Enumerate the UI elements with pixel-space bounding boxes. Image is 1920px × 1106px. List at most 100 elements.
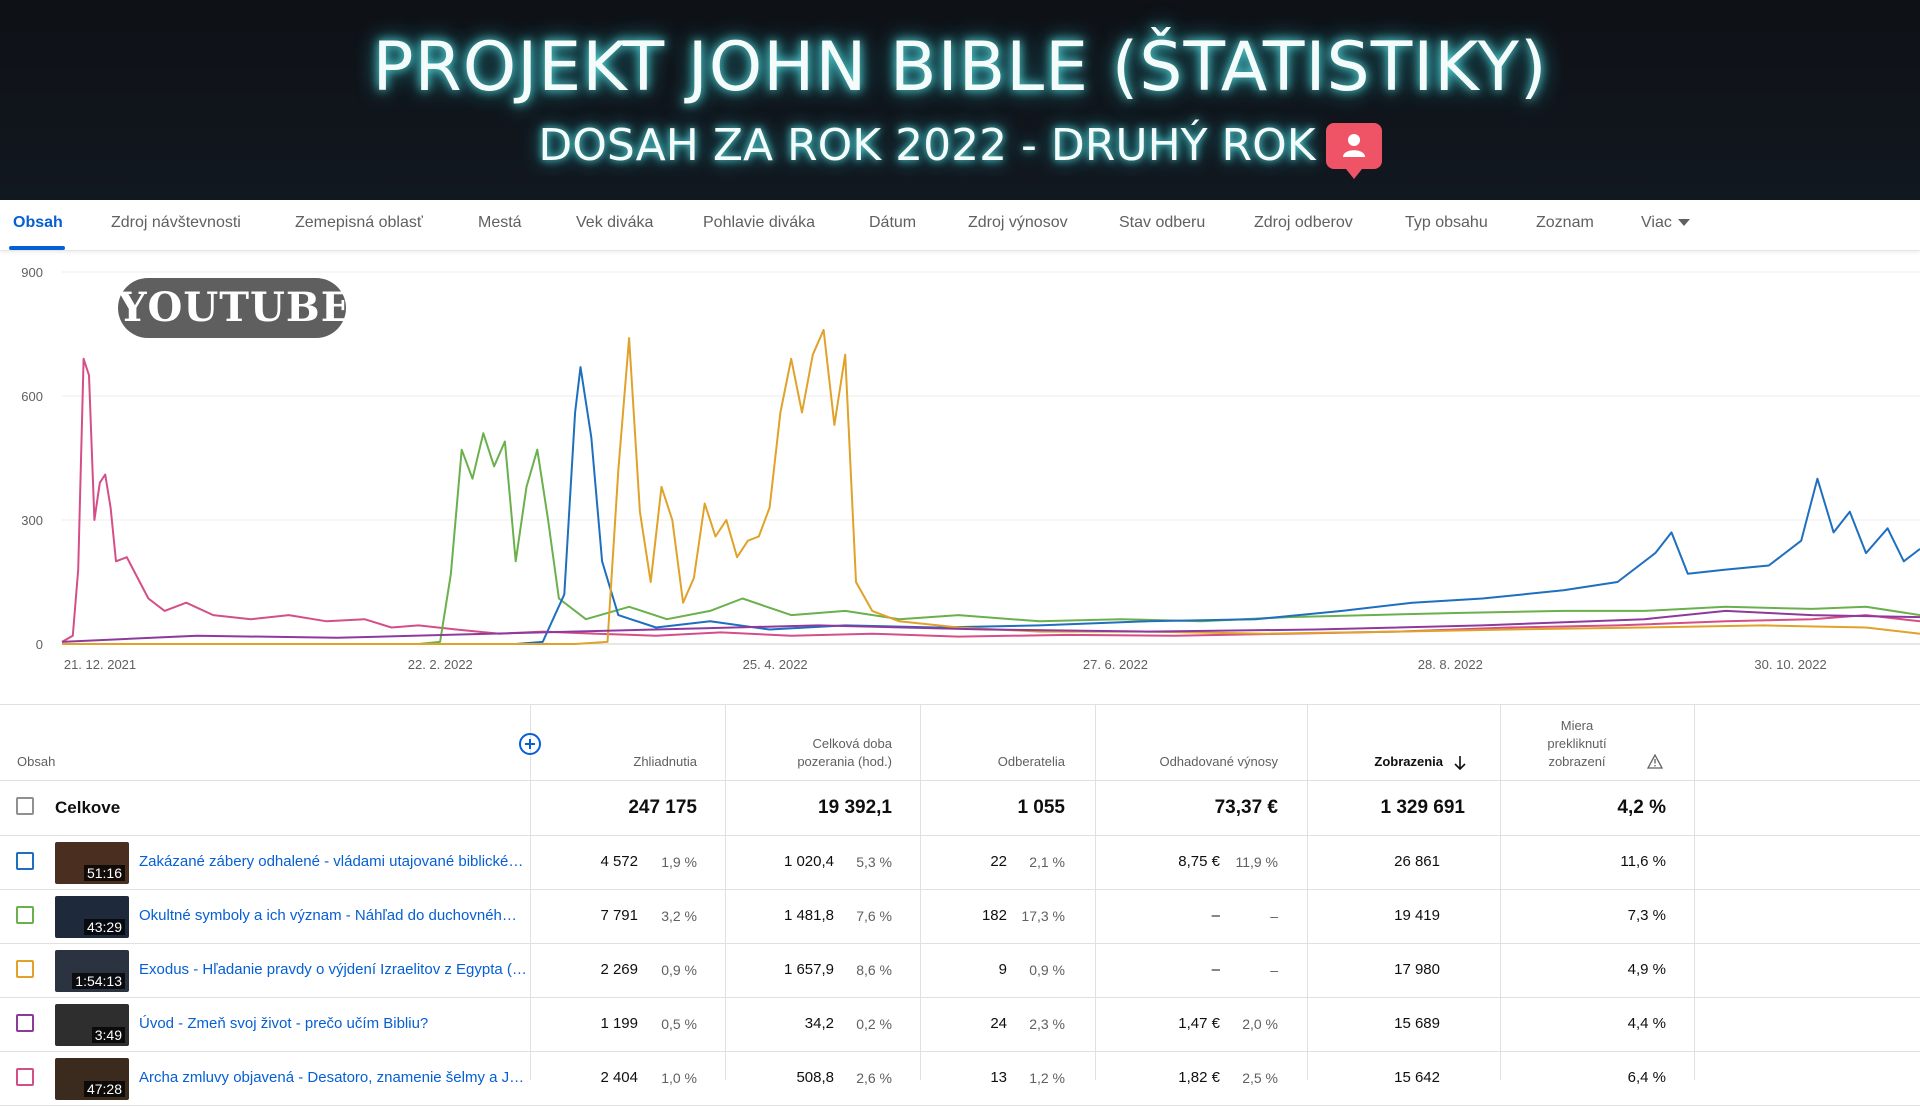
row-views-pct: 3,2 %	[661, 908, 697, 924]
tab-typ-obsahu[interactable]: Typ obsahu	[1405, 214, 1488, 231]
tab-pohlavie-divaka[interactable]: Pohlavie diváka	[703, 214, 816, 231]
video-duration: 1:54:13	[72, 973, 125, 989]
video-title-link[interactable]: Exodus - Hľadanie pravdy o výjdení Izrae…	[139, 961, 527, 978]
row-watch-pct: 8,6 %	[856, 962, 892, 978]
video-duration: 3:49	[91, 1027, 125, 1043]
x-tick-label: 22. 2. 2022	[408, 657, 473, 672]
tab-obsah[interactable]: Obsah	[13, 214, 63, 231]
arrow-down-icon[interactable]	[1453, 755, 1467, 771]
row-ctr: 4,4 %	[1627, 1015, 1666, 1032]
y-tick-label: 0	[36, 637, 43, 652]
row-revenue-pct: 2,0 %	[1242, 1016, 1278, 1032]
row-watch-pct: 7,6 %	[856, 908, 892, 924]
video-thumbnail[interactable]: 47:28	[55, 1058, 129, 1100]
video-title-link[interactable]: Okultné symboly a ich význam - Náhľad do…	[139, 907, 517, 924]
row-checkbox[interactable]	[16, 906, 34, 924]
tab-zdroj-vynosov[interactable]: Zdroj výnosov	[968, 214, 1068, 231]
row-revenue: 8,75 €	[1178, 853, 1220, 870]
active-tab-indicator	[9, 246, 65, 250]
banner-subtitle: DOSAH ZA ROK 2022 - DRUHÝ ROK	[538, 120, 1316, 171]
series-line-4	[62, 328, 1920, 645]
row-views-pct: 1,0 %	[661, 1070, 697, 1086]
row-subs-pct: 1,2 %	[1029, 1070, 1065, 1086]
row-subs-pct: 0,9 %	[1029, 962, 1065, 978]
table-row[interactable]: 51:16 Zakázané zábery odhalené - vládami …	[0, 836, 1920, 890]
x-tick-label: 27. 6. 2022	[1083, 657, 1148, 672]
video-duration: 51:16	[83, 865, 125, 881]
row-revenue-pct: 11,9 %	[1235, 854, 1278, 870]
video-title-link[interactable]: Archa zmluvy objavená - Desatoro, znamen…	[139, 1069, 525, 1086]
checkbox-total[interactable]	[16, 797, 34, 815]
tab-vek-divaka[interactable]: Vek diváka	[576, 214, 654, 231]
row-checkbox[interactable]	[16, 1068, 34, 1086]
total-impressions: 1 329 691	[1380, 797, 1465, 818]
video-thumbnail[interactable]: 51:16	[55, 842, 129, 884]
row-revenue-pct: –	[1270, 908, 1278, 924]
row-ctr: 4,9 %	[1627, 961, 1666, 978]
tab-viac[interactable]: Viac	[1641, 214, 1690, 232]
chevron-down-icon	[1677, 219, 1690, 227]
row-subscribers: 13	[990, 1069, 1007, 1086]
video-title-link[interactable]: Zakázané zábery odhalené - vládami utajo…	[139, 853, 524, 870]
video-thumbnail[interactable]: 1:54:13	[55, 950, 129, 992]
header-revenue[interactable]: Odhadované výnosy	[1159, 754, 1278, 769]
youtube-watermark: YOUTUBE	[118, 278, 351, 338]
tab-mesta[interactable]: Mestá	[478, 214, 522, 231]
row-watch-pct: 0,2 %	[856, 1016, 892, 1032]
video-thumbnail[interactable]: 43:29	[55, 896, 129, 938]
tab-bar: Obsah Zdroj návštevnosti Zemepisná oblas…	[0, 200, 1920, 251]
header-impressions[interactable]: Zobrazenia	[1374, 754, 1443, 769]
tab-zemepisna-oblast[interactable]: Zemepisná oblasť	[295, 214, 423, 231]
header-subscribers[interactable]: Odberatelia	[997, 754, 1065, 769]
row-impressions: 15 689	[1394, 1015, 1440, 1032]
line-chart: 900 600 300 0 21. 12. 2021 22. 2. 2022 25. 4. …	[21, 265, 1920, 672]
total-ctr: 4,2 %	[1617, 797, 1666, 818]
row-subs-pct: 2,3 %	[1029, 1016, 1065, 1032]
row-revenue-pct: 2,5 %	[1242, 1070, 1278, 1086]
table-row[interactable]: 3:49 Úvod - Zmeň svoj život - prečo učím …	[0, 998, 1920, 1052]
row-watch-time: 1 481,8	[783, 907, 834, 924]
user-icon	[1325, 122, 1382, 179]
row-views: 4 572	[600, 853, 638, 870]
row-watch-time: 34,2	[804, 1015, 834, 1032]
tab-stav-odberu[interactable]: Stav odberu	[1119, 214, 1206, 231]
row-views-pct: 0,9 %	[661, 962, 697, 978]
row-checkbox[interactable]	[16, 852, 34, 870]
table-row[interactable]: 43:29 Okultné symboly a ich význam - Náhľ…	[0, 890, 1920, 944]
header-watch-time[interactable]: Celková doba pozerania (hod.)	[797, 736, 892, 769]
total-views: 247 175	[628, 797, 697, 818]
row-revenue: –	[1211, 961, 1220, 978]
row-subscribers: 182	[981, 907, 1007, 924]
row-watch-time: 1 020,4	[783, 853, 834, 870]
row-checkbox[interactable]	[16, 1014, 34, 1032]
x-tick-label: 21. 12. 2021	[64, 657, 136, 672]
banner-subtitle-wrap: DOSAH ZA ROK 2022 - DRUHÝ ROK	[0, 120, 1920, 179]
tab-zoznam[interactable]: Zoznam	[1536, 214, 1594, 231]
row-views: 2 404	[600, 1069, 638, 1086]
header-views[interactable]: Zhliadnutia	[633, 754, 697, 769]
row-subscribers: 9	[998, 961, 1007, 978]
total-watch-time: 19 392,1	[818, 797, 892, 818]
row-impressions: 19 419	[1394, 907, 1440, 924]
row-impressions: 17 980	[1394, 961, 1440, 978]
series-line-2	[62, 432, 1920, 645]
plus-circle-icon[interactable]	[518, 732, 542, 756]
tab-zdroj-navstevnosti[interactable]: Zdroj návštevnosti	[111, 214, 241, 231]
row-subs-pct: 2,1 %	[1029, 854, 1065, 870]
tab-datum[interactable]: Dátum	[869, 214, 917, 231]
table-row[interactable]: 47:28 Archa zmluvy objavená - Desatoro, z…	[0, 1052, 1920, 1106]
x-tick-label: 28. 8. 2022	[1418, 657, 1483, 672]
tab-zdroj-odberov[interactable]: Zdroj odberov	[1254, 214, 1353, 231]
table-row[interactable]: 1:54:13 Exodus - Hľadanie pravdy o výjden…	[0, 944, 1920, 998]
row-watch-pct: 5,3 %	[856, 854, 892, 870]
content-table: Obsah Zhliadnutia Celková doba pozerania…	[0, 704, 1920, 1106]
row-checkbox[interactable]	[16, 960, 34, 978]
header-content: Obsah	[17, 754, 56, 769]
row-revenue: 1,47 €	[1178, 1015, 1220, 1032]
video-title-link[interactable]: Úvod - Zmeň svoj život - prečo učím Bibl…	[139, 1015, 429, 1032]
row-views-pct: 0,5 %	[661, 1016, 697, 1032]
total-revenue: 73,37 €	[1214, 797, 1278, 818]
row-views: 7 791	[600, 907, 638, 924]
header-ctr[interactable]: Miera prekliknutí zobrazení	[1547, 718, 1607, 769]
video-thumbnail[interactable]: 3:49	[55, 1004, 129, 1046]
